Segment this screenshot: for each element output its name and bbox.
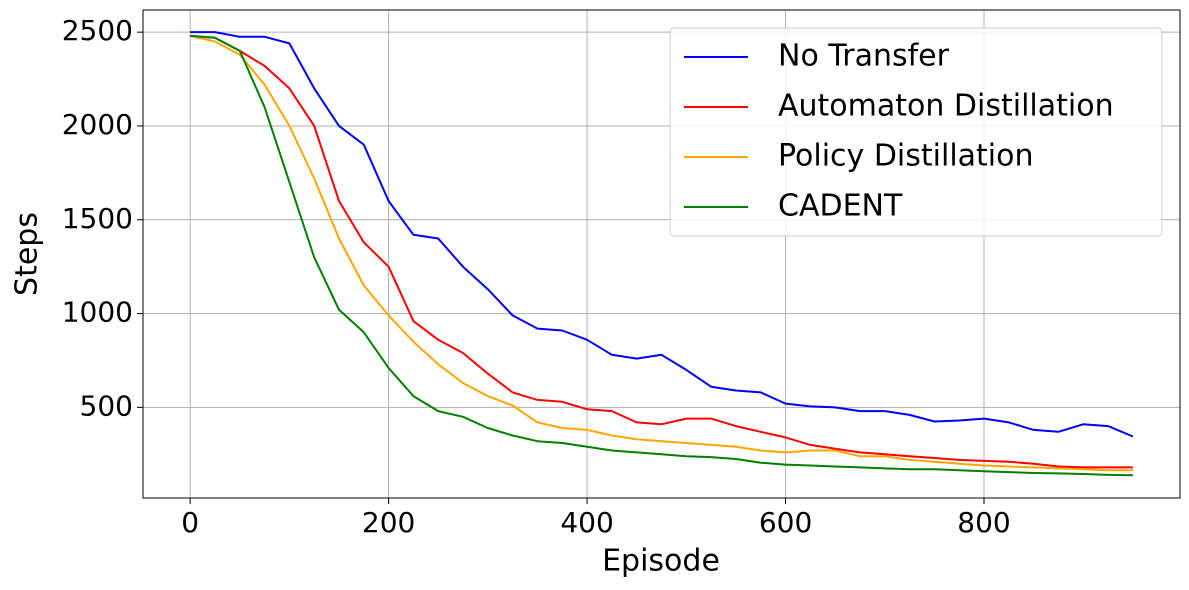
series-line xyxy=(189,34,1133,472)
x-tick-label: 600 xyxy=(759,506,812,539)
legend-box xyxy=(669,27,1163,237)
y-tick-label: 2500 xyxy=(62,14,133,47)
series-line xyxy=(190,34,1133,469)
legend-label: CADENT xyxy=(778,189,903,224)
y-tick-label: 1000 xyxy=(62,296,133,329)
plot-frame xyxy=(142,9,1181,499)
x-tick-label: 800 xyxy=(957,506,1010,539)
x-tick-label: 200 xyxy=(362,506,415,539)
y-axis-label: Steps xyxy=(10,212,45,296)
legend: No Transfer Automaton Distillation Policy … xyxy=(669,27,1163,237)
y-tick-label: 500 xyxy=(80,389,133,422)
y-tick-label: 1500 xyxy=(62,202,133,235)
series-line xyxy=(190,34,1133,477)
legend-label: Automaton Distillation xyxy=(778,89,1114,124)
y-tick-label: 2000 xyxy=(62,108,133,141)
series-line xyxy=(190,31,1134,438)
x-axis-label: Episode xyxy=(602,544,720,579)
x-tick-label: 400 xyxy=(560,506,613,539)
x-tick-label: 0 xyxy=(181,506,199,539)
legend-label: No Transfer xyxy=(778,39,950,74)
legend-label: Policy Distillation xyxy=(778,139,1034,174)
